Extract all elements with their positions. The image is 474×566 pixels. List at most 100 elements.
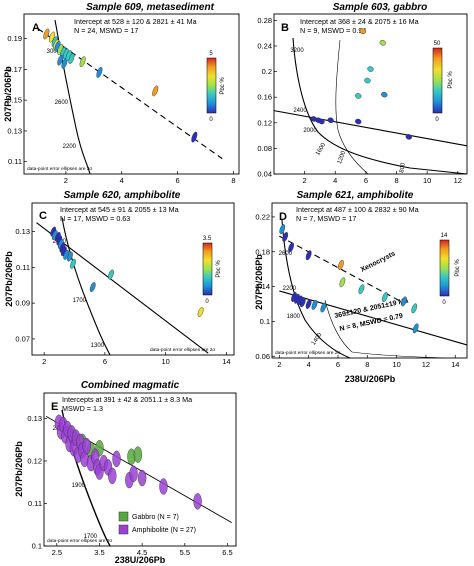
panel-b-data-ellipse — [379, 40, 386, 46]
amphibolite-data-ellipse — [82, 437, 91, 455]
panel-b-colorbar-label: Pbc % — [448, 71, 454, 89]
panel-d-stat-line-2: N = 7, MSWD = 17 — [296, 214, 356, 223]
panel-d-upper-discordia-line — [279, 235, 405, 304]
panel-e-title: Combined magmatic — [81, 380, 180, 391]
panel-c-title: Sample 620, amphibolite — [64, 190, 181, 201]
panel-b-data-ellipse — [364, 77, 371, 84]
panel-d-error-note: data-point error ellipses are 2σ — [275, 350, 340, 356]
panel-d-data-ellipse — [411, 303, 418, 314]
panel-b-letter: B — [281, 22, 289, 34]
panel-d-xtick-label: 6 — [336, 360, 340, 369]
panel-e-error-note: data-point error ellipses are 2σ — [47, 538, 112, 544]
panel-b-reference-curve — [335, 39, 369, 175]
panel-b-age-2000: 2000 — [303, 128, 317, 134]
panel-e-legend: Gabbro (N = 7) Amphibolite (N = 27) — [118, 511, 196, 535]
panel-e-ytick-label: 0.11 — [28, 499, 42, 508]
panel-d-stat-line-1: Intercept at 487 ± 100 & 2832 ± 90 Ma — [296, 205, 419, 214]
panel-c-xtick-label: 2 — [42, 357, 46, 366]
amphibolite-data-ellipse — [129, 465, 138, 482]
panel-b-colorbar — [432, 47, 443, 114]
panel-e-xtick-label: 2.5 — [52, 548, 62, 557]
panel-b-age-1200: 1200 — [337, 150, 347, 165]
panel-b-stat-line-1: Intercept at 368 ± 24 & 2075 ± 16 Ma — [300, 17, 419, 26]
panel-d-data-ellipse — [299, 297, 306, 308]
panel-d-xtick-label: 4 — [307, 360, 311, 369]
legend-swatch-gabbro — [118, 511, 129, 522]
panel-d-xtick-label: 2 — [277, 360, 281, 369]
panel-a-xtick-label: 4 — [120, 176, 124, 185]
panel-e-ylabel: 207Pb/206Pb — [14, 441, 24, 497]
panel-d-data-ellipse — [279, 224, 286, 235]
panel-d-age-2200: 2200 — [283, 286, 297, 292]
panel-a-ytick-label: 0.13 — [7, 126, 22, 135]
panel-c-ytick-label: 0.13 — [15, 227, 30, 236]
panel-d-title: Sample 621, amphibolite — [297, 190, 414, 201]
panel-a-data-ellipse — [43, 28, 50, 40]
panel-a-age-3000: 3000 — [47, 49, 61, 55]
panel-d-concordia — [281, 219, 351, 359]
panel-d-data-ellipse — [358, 284, 365, 295]
panel-b-concordia — [292, 37, 468, 175]
panel-b-ytick-label: 0.24 — [257, 42, 272, 51]
panel-a-data-ellipse — [152, 85, 159, 97]
amphibolite-data-ellipse — [112, 450, 121, 468]
panel-c-data-ellipse — [70, 258, 76, 269]
panel-a-ytick-label: 0.17 — [7, 65, 22, 74]
panel-a-xtick-label: 2 — [64, 176, 68, 185]
panel-b-data-ellipse — [359, 28, 366, 35]
panel-c-age-1700: 1700 — [73, 298, 87, 304]
panel-e-xlabel: 238U/206Pb — [115, 555, 166, 565]
legend-label-amphibolite: Amphibolite (N = 27) — [132, 527, 196, 534]
panel-b-title: Sample 603, gabbro — [333, 2, 427, 13]
panel-c-data-ellipse — [67, 251, 73, 262]
panel-d-age-1800: 1800 — [287, 314, 301, 320]
panel-d-colorbar-label: Pbc % — [455, 259, 461, 277]
panel-c-colorbar — [202, 242, 213, 296]
panel-c-concordia — [61, 217, 111, 356]
panel-a-ytick-label: 0.15 — [7, 96, 22, 105]
amphibolite-data-ellipse — [159, 478, 168, 495]
panel-b-data-ellipse — [318, 118, 325, 125]
panel-a-discordia-line — [37, 28, 223, 160]
panel-b-discordia-line — [273, 110, 468, 147]
panel-a-xtick-label: 6 — [175, 176, 179, 185]
panel-c-data-ellipse — [108, 269, 114, 280]
panel-e-stat-line-1: Intercepts at 391 ± 42 & 2051.1 ± 8.3 Ma — [62, 395, 192, 404]
panel-b-age-3200: 3200 — [290, 48, 304, 54]
panel-a: A Intercept at 528 ± 120 & 2821 ± 41 Ma … — [7, 13, 240, 185]
panel-a-data-ellipse — [79, 56, 86, 68]
panel-c-ylabel: 207Pb/206Pb — [4, 251, 14, 307]
panel-b-xtick-label: 8 — [394, 176, 398, 185]
panel-d-xtick-label: 12 — [422, 360, 430, 369]
panel-c: C Intercept at 545 ± 91 & 2055 ± 13 Ma N… — [15, 202, 235, 366]
panel-d-data-ellipse — [288, 242, 294, 253]
panel-d-xlabel: 238U/206Pb — [345, 374, 396, 384]
panel-d-data-ellipse — [339, 277, 346, 288]
panel-c-colorbar-max: 3.5 — [203, 236, 212, 242]
panel-b-ytick-label: 0.04 — [257, 170, 272, 179]
panel-d-data-ellipse — [401, 296, 407, 307]
panel-d-xtick-label: 10 — [392, 360, 400, 369]
legend-label-gabbro: Gabbro (N = 7) — [132, 514, 179, 521]
gabbro-data-ellipse — [133, 446, 143, 463]
panel-e-ytick-label: 0.1 — [32, 542, 42, 551]
panel-a-xtick-label: 8 — [231, 176, 235, 185]
panel-c-stat-line-2: N = 17, MSWD = 0.63 — [60, 214, 130, 223]
panel-b-ytick-label: 0.12 — [257, 118, 272, 127]
panel-d-ytick-label: 0.06 — [255, 352, 270, 361]
amphibolite-data-ellipse — [137, 469, 147, 487]
panel-b-xtick-label: 4 — [333, 176, 337, 185]
amphibolite-data-ellipse — [108, 467, 117, 485]
panel-b-colorbar-min: 0 — [435, 117, 439, 123]
panel-b-xtick-label: 10 — [423, 176, 431, 185]
panel-d-colorbar-max: 14 — [441, 233, 448, 239]
panel-e-xtick-label: 3.5 — [94, 548, 104, 557]
panel-a-age-2600: 2600 — [55, 100, 69, 106]
panel-c-letter: C — [39, 210, 47, 222]
panel-a-letter: A — [32, 22, 40, 34]
panel-d-xtick-label: 8 — [365, 360, 369, 369]
panel-c-ytick-label: 0.09 — [15, 299, 30, 308]
panel-e-ytick-label: 0.12 — [27, 457, 42, 466]
panel-d-data-ellipse — [282, 232, 289, 242]
